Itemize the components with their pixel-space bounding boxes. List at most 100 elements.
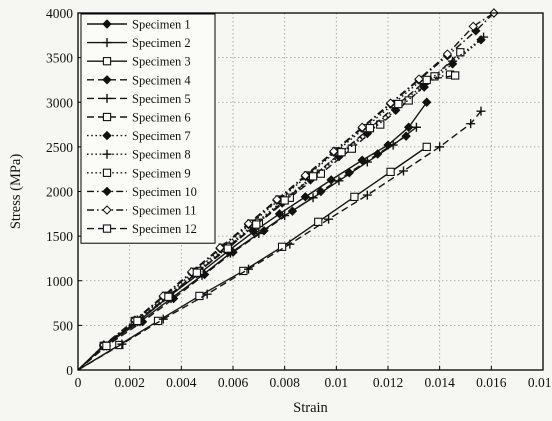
legend-item: Specimen 4 [87, 73, 191, 87]
data-series [77, 8, 499, 371]
x-axis-label: Strain [293, 400, 328, 416]
legend-label: Specimen 2 [132, 36, 191, 50]
y-axis-label: Stress (MPa) [8, 154, 24, 229]
data-point-square [422, 142, 431, 152]
data-point-plus [202, 289, 212, 299]
y-tick-label: 4000 [46, 6, 73, 21]
x-tick-label: 0.006 [218, 375, 249, 390]
series-line [77, 12, 495, 371]
data-point-diamond [357, 122, 367, 132]
data-point-square [404, 96, 413, 105]
legend-item: Specimen 9 [87, 166, 191, 180]
y-tick-label: 500 [53, 318, 74, 333]
data-point-plus [117, 339, 127, 349]
legend-label: Specimen 6 [132, 111, 191, 125]
x-tick-label: 0.004 [166, 375, 197, 390]
data-point-square [164, 292, 173, 301]
data-point-square [308, 172, 318, 181]
data-point-square [102, 341, 111, 351]
data-point-diamond [316, 186, 326, 197]
y-tick-label: 1000 [46, 274, 73, 289]
legend-item: Specimen 8 [87, 148, 191, 162]
data-point-diamond [102, 75, 112, 85]
data-point-diamond [243, 218, 254, 229]
x-tick-label: 0.01 [325, 375, 349, 390]
x-tick-label: 0 [75, 375, 82, 390]
data-point-square [277, 242, 287, 251]
data-point-plus [285, 239, 295, 249]
legend-item: Specimen 12 [87, 222, 197, 236]
legend-label: Specimen 3 [132, 55, 191, 69]
data-point-plus [280, 211, 290, 221]
data-point-square [153, 316, 163, 326]
data-point-square [133, 316, 142, 326]
y-tick-label: 1500 [46, 229, 73, 244]
legend-label: Specimen 10 [132, 185, 197, 199]
data-point-diamond [401, 131, 411, 141]
series-line [77, 146, 428, 371]
data-point-diamond [442, 49, 453, 59]
data-point-square [386, 167, 395, 177]
data-point-diamond [414, 74, 424, 84]
legend: Specimen 1 Specimen 2 Specimen 3 Specimen 4… [80, 13, 216, 244]
legend-item: Specimen 3 [87, 55, 191, 69]
data-point-square [102, 112, 112, 122]
series-line [77, 110, 482, 371]
y-tick-label: 2500 [46, 140, 73, 155]
legend-label: Specimen 8 [132, 148, 191, 162]
data-point-plus [158, 314, 168, 324]
x-tick-label: 0.014 [424, 375, 455, 390]
data-point-diamond [102, 19, 112, 29]
data-point-diamond [300, 170, 311, 181]
legend-box [80, 13, 216, 244]
data-point-square [337, 148, 346, 157]
data-point-diamond [102, 130, 112, 141]
data-point-diamond [329, 146, 339, 157]
data-point-diamond [215, 243, 225, 253]
y-tick-label: 3500 [46, 51, 73, 66]
series-11 [77, 8, 499, 371]
data-point-square [280, 196, 289, 205]
y-tick-label: 2000 [46, 185, 73, 200]
data-point-plus [362, 190, 372, 200]
data-point-diamond [403, 122, 414, 132]
legend-label: Specimen 7 [132, 129, 191, 143]
data-point-plus [479, 32, 489, 42]
data-point-square [239, 266, 248, 276]
series-3 [77, 142, 431, 371]
data-point-diamond [344, 168, 354, 178]
legend-label: Specimen 4 [132, 73, 191, 87]
y-tick-label: 0 [66, 363, 73, 378]
data-point-square [350, 192, 359, 202]
data-point-diamond [272, 194, 282, 205]
data-point-square [192, 268, 201, 277]
series-5 [77, 106, 486, 371]
data-point-plus [254, 228, 264, 238]
data-point-plus [308, 193, 318, 203]
legend-label: Specimen 11 [132, 204, 196, 218]
legend-item: Specimen 1 [87, 18, 191, 32]
data-point-diamond [468, 21, 478, 32]
x-tick-label: 0.012 [373, 375, 403, 390]
legend-item: Specimen 5 [87, 92, 191, 106]
data-point-square [314, 217, 323, 226]
data-point-plus [411, 122, 421, 132]
data-point-plus [102, 38, 112, 48]
data-point-square [223, 244, 232, 253]
data-point-diamond [102, 205, 112, 215]
data-point-diamond [259, 226, 269, 236]
legend-label: Specimen 5 [132, 92, 191, 106]
legend-item: Specimen 6 [87, 111, 191, 125]
data-point-square [394, 99, 403, 109]
legend-label: Specimen 9 [132, 166, 191, 180]
data-point-square [102, 224, 112, 233]
x-tick-label: 0.018 [528, 375, 552, 390]
data-point-plus [448, 56, 458, 66]
series-line [77, 135, 407, 371]
data-point-square [365, 123, 375, 133]
x-tick-label: 0.002 [114, 375, 144, 390]
data-point-plus [399, 166, 408, 176]
x-tick-label: 0.008 [269, 375, 300, 390]
axis-ticks: 0 0.002 0.004 0.006 0.008 0.01 0.012 0.014 0.016… [46, 6, 552, 390]
